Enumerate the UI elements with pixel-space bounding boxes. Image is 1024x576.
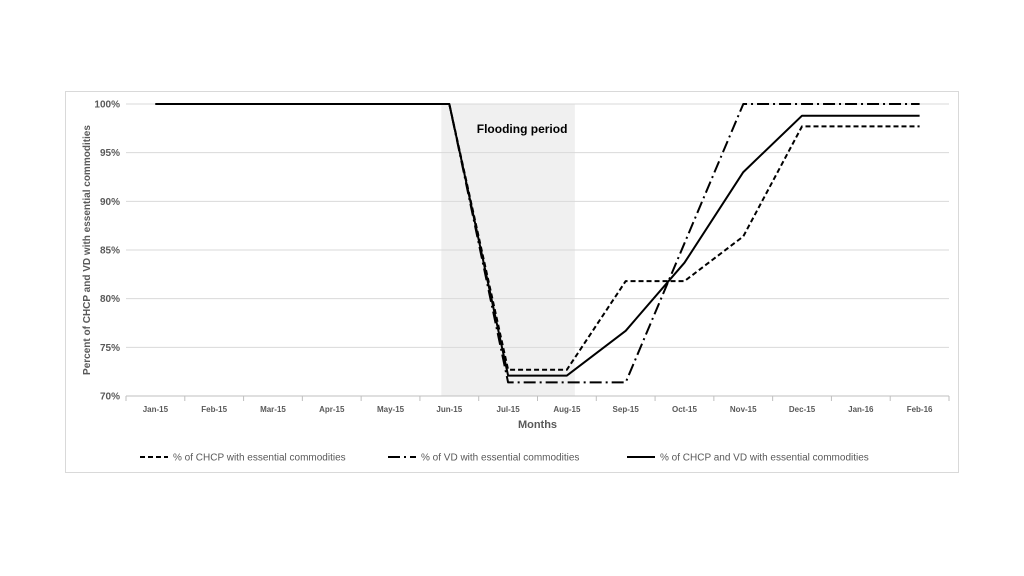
x-tick-label: Jul-15	[497, 405, 521, 414]
chart-frame: 70% 75% 80% 85% 90% 95% 100% Jan-15 Feb-15 Mar-15…	[65, 91, 959, 473]
x-tick-label: Jan-16	[848, 405, 874, 414]
y-tick-label: 75%	[100, 343, 120, 354]
x-tick-label: Apr-15	[319, 405, 345, 414]
x-tick-label: Jun-15	[436, 405, 462, 414]
x-tick-label: Aug-15	[553, 405, 581, 414]
x-tick-label: Sep-15	[613, 405, 640, 414]
series-line-3	[155, 103, 920, 377]
x-tick-label: Feb-16	[907, 405, 933, 414]
line-chart: 70% 75% 80% 85% 90% 95% 100% Jan-15 Feb-15 Mar-15…	[82, 100, 950, 464]
y-tick-label: 70%	[100, 392, 120, 403]
x-tick-label: Nov-15	[730, 405, 757, 414]
y-tick-label: 90%	[100, 197, 120, 208]
x-tick-label: Oct-15	[672, 405, 697, 414]
x-tick-label: May-15	[377, 405, 405, 414]
x-tick-label: Dec-15	[789, 405, 816, 414]
x-tick-label: Mar-15	[260, 405, 286, 414]
legend-label-2: % of VD with essential commodities	[421, 453, 579, 464]
y-axis-title: Percent of CHCP and VD with essential co…	[82, 125, 93, 375]
flooding-period-label: Flooding period	[477, 122, 568, 136]
y-tick-label: 95%	[100, 148, 120, 159]
y-tick-label: 80%	[100, 294, 120, 305]
x-tick-label: Jan-15	[143, 405, 169, 414]
legend-label-1: % of CHCP with essential commodities	[173, 453, 346, 464]
x-tick-label: Feb-15	[201, 405, 227, 414]
series-line-1	[155, 103, 920, 371]
legend-label-3: % of CHCP and VD with essential commodit…	[660, 453, 869, 464]
y-tick-label: 85%	[100, 246, 120, 257]
y-tick-label: 100%	[94, 100, 120, 111]
x-axis-title: Months	[518, 419, 557, 431]
